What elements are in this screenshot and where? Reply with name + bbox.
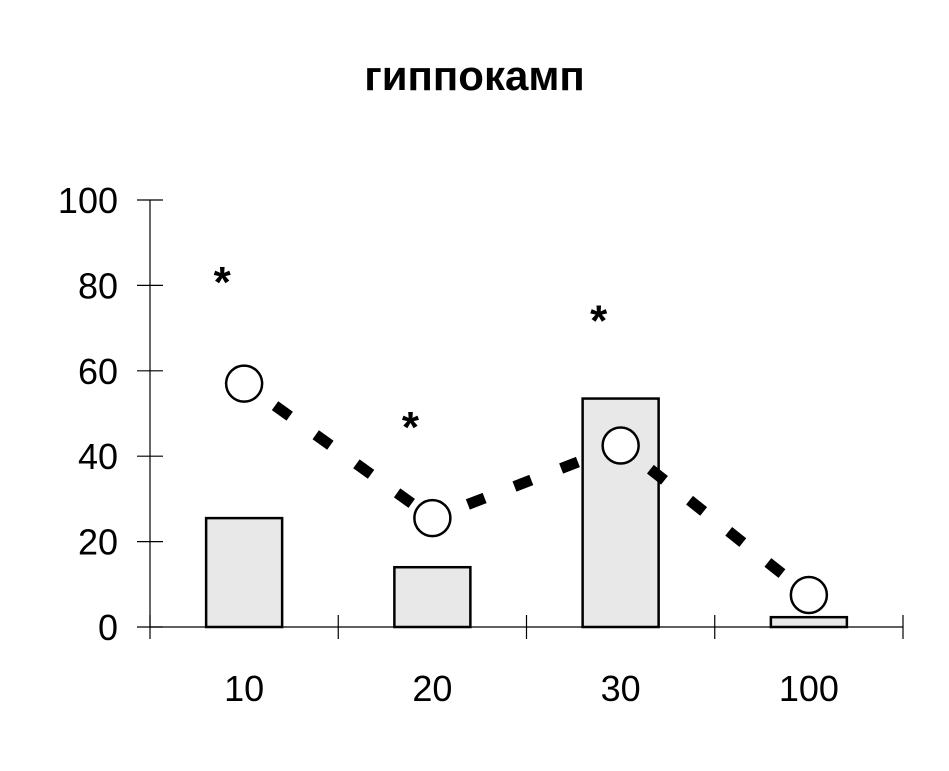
x-tick-label: 30: [601, 668, 641, 709]
significance-star: *: [402, 403, 420, 452]
y-tick-label: 0: [98, 607, 118, 648]
line-segment: [646, 464, 796, 586]
significance-star: *: [214, 258, 232, 307]
y-tick-label: 40: [78, 436, 118, 477]
line-series: [224, 364, 829, 615]
line-marker: [601, 426, 640, 465]
bar: [581, 397, 660, 629]
significance-star: *: [590, 296, 608, 345]
annotations: * * *: [214, 258, 609, 452]
bar: [393, 565, 472, 629]
y-tick-label: 60: [78, 351, 118, 392]
line-segment: [465, 448, 603, 510]
chart-title: гиппокамп: [364, 52, 585, 99]
line-segment: [271, 401, 418, 510]
axes: 0 20 40 60 80 100 10 20 30 100: [58, 180, 904, 709]
bar: [769, 615, 849, 629]
bar: [204, 516, 284, 629]
x-tick-label: 100: [779, 668, 839, 709]
y-tick-label: 100: [58, 180, 118, 221]
bar-series: [204, 397, 849, 629]
x-tick-label: 10: [224, 668, 264, 709]
line-marker: [224, 364, 264, 403]
line-marker: [789, 575, 829, 615]
x-tick-label: 20: [412, 668, 452, 709]
y-tick-label: 20: [78, 522, 118, 563]
y-tick-label: 80: [78, 265, 118, 306]
line-marker: [413, 498, 452, 538]
